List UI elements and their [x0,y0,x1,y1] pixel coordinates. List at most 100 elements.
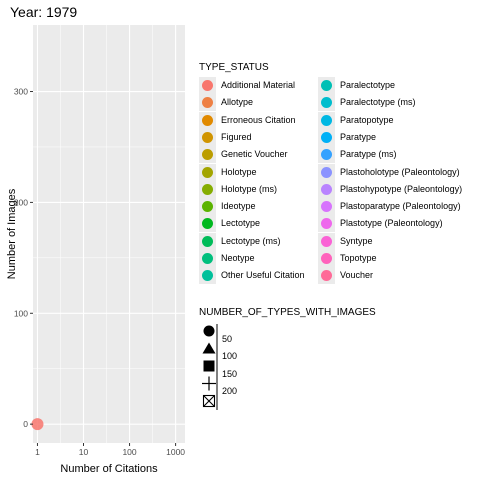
legend-key [318,215,335,233]
type-status-legend: TYPE_STATUS Additional Material Allotype E… [199,62,462,285]
legend-label: Neotype [221,253,255,263]
type-status-legend-title: TYPE_STATUS [199,62,269,73]
legend-item: Additional Material [199,77,327,94]
square-cross-icon [203,395,215,407]
gridlines [33,25,185,443]
legend-item: Lectotype [199,215,327,233]
legend-key [318,146,335,164]
legend-item: Plastotype (Paleontology) [318,215,446,233]
legend-swatch [202,114,213,126]
legend-swatch [202,80,213,91]
legend-swatch [321,270,332,282]
legend-swatch [321,253,332,264]
legend-item: Paratype (ms) [318,146,446,164]
x-tick-label: 100 [122,447,136,457]
legend-key [199,94,216,112]
legend-item: Erroneous Citation [199,111,327,129]
x-axis-label: Number of Citations [60,463,158,475]
legend-key [318,198,335,216]
legend-key [318,250,335,267]
square-cross-icon [202,394,216,408]
legend-label: Holotype (ms) [221,183,278,194]
x-tick-label: 1 [35,447,40,457]
legend-label: Holotype [221,166,257,177]
legend-label: Paralectotype (ms) [340,97,416,108]
data-points [31,418,44,431]
legend-label: Syntype [340,235,373,246]
legend-label: Topotype [340,253,377,263]
legend-swatch [321,97,332,109]
legend-key [318,180,335,198]
legend-swatch [321,166,332,178]
legend-label: Plastoholotype (Paleontology) [340,166,460,177]
shape-legend-label: 50 [222,333,233,344]
legend-key [318,77,335,94]
legend-swatch [202,270,213,282]
shape-legend: NUMBER_OF_TYPES_WITH_IMAGES 50 100 150 200 [199,307,376,396]
legend-key [199,180,216,198]
legend-swatch [321,131,332,143]
legend-label: Erroneous Citation [221,114,296,125]
legend-swatch [202,149,213,161]
shape-legend-label: 200 [222,386,238,396]
plot-panel [33,25,185,443]
legend-key [199,250,216,267]
legend-label: Plastohypotype (Paleontology) [340,183,463,194]
circle-icon [203,325,215,337]
legend-label: Lectotype [221,218,261,229]
y-axis-label: Number of Images [6,188,18,279]
legend-swatch [321,218,332,230]
axes: 1 10 100 1000 0 100 200 300 [14,87,186,457]
legend-key [318,232,335,250]
legend-item: Holotype (ms) [199,180,327,198]
legend-label: Other Useful Citation [221,270,305,281]
legend-label: Lectotype (ms) [221,235,281,246]
legend-label: Paratype [340,131,377,142]
legend-item: Other Useful Citation [199,267,327,285]
y-tick-label: 0 [23,419,28,429]
x-tick-label: 1000 [166,447,185,457]
legend-swatch [321,149,332,161]
chart-title: Year: 1979 [10,4,78,20]
legend-item: Paratopotype [318,111,446,129]
legend-label: Allotype [221,97,254,108]
legend-key [199,267,216,285]
legend-key [199,215,216,233]
legend-item: Lectotype (ms) [199,232,327,250]
legend-key [199,111,216,129]
legend-item: Genetic Voucher [199,146,327,164]
legend-label: Additional Material [221,80,296,90]
legend-swatch [202,97,213,109]
legend-key [199,163,216,181]
square-icon [203,360,215,372]
data-point [31,418,44,431]
legend-label: Plastotype (Paleontology) [340,218,443,229]
legend-label: Genetic Voucher [221,149,288,160]
triangle-icon [202,342,216,354]
legend-key [199,128,216,146]
legend-item: Ideotype [199,198,327,216]
legend-item: Plastoparatype (Paleontology) [318,198,461,216]
shape-legend-keys [202,324,218,410]
legend-item: Neotype [199,250,327,267]
legend-item: Figured [199,128,327,146]
shape-legend-label: 100 [222,351,238,361]
legend-swatch [202,235,213,247]
legend-swatch [202,218,213,230]
legend-item: Allotype [199,94,327,112]
legend-swatch [321,201,332,213]
legend-item: Paralectotype (ms) [318,94,446,112]
legend-key [318,111,335,129]
legend-label: Ideotype [221,201,256,212]
legend-swatch [202,253,213,264]
legend-label: Voucher [340,270,374,281]
legend-label: Figured [221,131,252,142]
shape-legend-title: NUMBER_OF_TYPES_WITH_IMAGES [199,307,376,318]
legend-swatch [321,114,332,126]
legend-swatch [321,80,332,91]
legend-swatch [321,235,332,247]
legend-swatch [202,131,213,143]
legend-item: Paralectotype [318,77,446,94]
x-tick-label: 10 [79,447,89,457]
